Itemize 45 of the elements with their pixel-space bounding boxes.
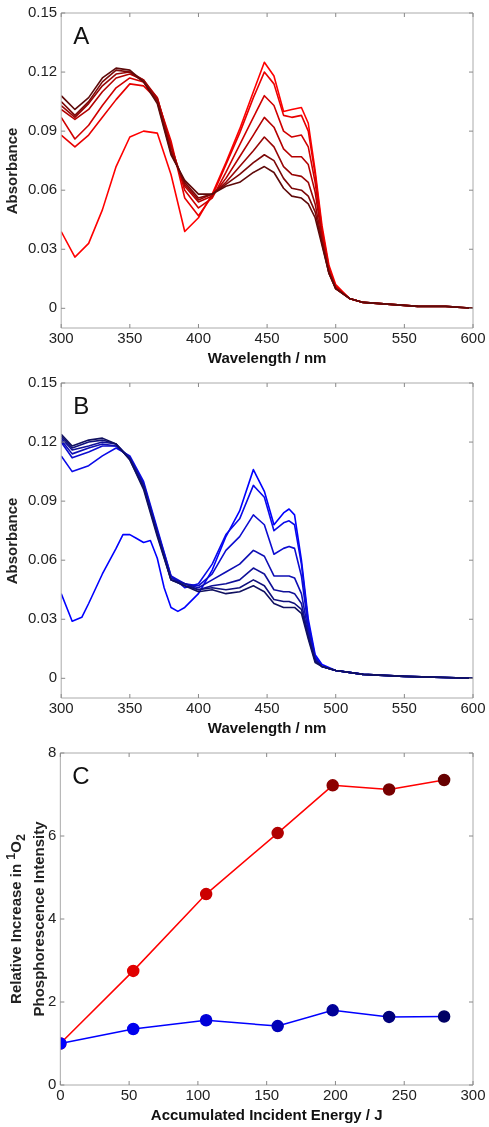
y-tick-label: 0.09 (27, 121, 58, 139)
x-axis-title: Wavelength / nm (207, 349, 327, 367)
chart-title: A (73, 21, 90, 49)
x-tick-label: 400 (185, 699, 211, 717)
y-tick-label: 4 (48, 909, 57, 927)
x-tick-label: 50 (120, 1086, 138, 1104)
y-tick-label: 0 (48, 1075, 57, 1093)
y-tick-label: 0.06 (27, 180, 58, 198)
y-axis-title: Absorbance (2, 126, 20, 216)
y-tick-label: 0.03 (27, 609, 58, 627)
y-tick-label: 0 (48, 298, 58, 316)
x-tick-label: 200 (322, 1086, 348, 1104)
y-tick-label: 0.06 (27, 550, 58, 568)
x-tick-label: 150 (254, 1086, 280, 1104)
x-tick-label: 350 (117, 699, 143, 717)
y-tick-label: 0.15 (27, 3, 58, 21)
x-tick-label: 350 (117, 329, 143, 347)
x-tick-label: 450 (254, 329, 280, 347)
x-tick-label: 600 (460, 699, 486, 717)
x-tick-label: 300 (460, 1086, 486, 1104)
x-tick-label: 250 (391, 1086, 417, 1104)
y-tick-label: 0.12 (27, 62, 58, 80)
y-tick-label: 0.03 (27, 239, 58, 257)
x-tick-label: 600 (460, 329, 486, 347)
y-tick-label: 8 (48, 743, 57, 761)
y-tick-label: 2 (48, 992, 57, 1010)
x-tick-label: 550 (391, 699, 417, 717)
x-tick-label: 500 (323, 329, 349, 347)
chart-title: B (73, 391, 90, 419)
x-axis-title: Accumulated Incident Energy / J (150, 1106, 383, 1124)
chart-title: C (72, 761, 90, 789)
x-tick-label: 300 (48, 329, 74, 347)
y-tick-label: 6 (48, 826, 57, 844)
x-tick-label: 100 (185, 1086, 211, 1104)
y-tick-label: 0.09 (27, 491, 58, 509)
x-tick-label: 400 (185, 329, 211, 347)
y-tick-label: 0.12 (27, 432, 58, 450)
x-tick-label: 500 (323, 699, 349, 717)
y-tick-label: 0.15 (27, 373, 58, 391)
x-axis-title: Wavelength / nm (207, 719, 327, 737)
x-tick-label: 450 (254, 699, 280, 717)
x-tick-label: 300 (48, 699, 74, 717)
y-axis-title: Absorbance (2, 496, 20, 586)
y-tick-label: 0 (48, 668, 58, 686)
x-tick-label: 550 (391, 329, 417, 347)
